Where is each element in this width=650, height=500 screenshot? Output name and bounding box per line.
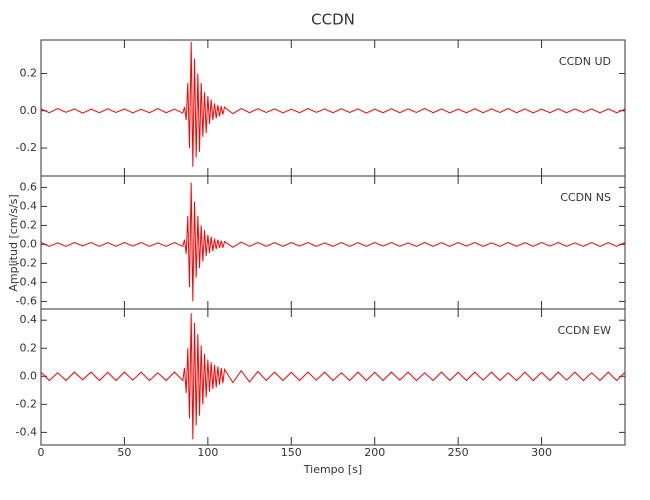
x-tick-label: 50 [117,446,131,459]
plot-frame [40,175,626,310]
plot-frame [40,308,626,446]
x-tick-label: 200 [364,446,385,459]
y-tick-label: 0.2 [20,218,38,231]
trace-line [40,313,626,440]
y-tick-label: -0.4 [16,425,37,438]
y-tick-label: 0.2 [20,67,38,80]
x-axis-label: Tiempo [s] [303,463,362,476]
y-tick-label: 0.0 [20,369,38,382]
y-tick-label: -0.2 [16,256,37,269]
y-tick-label: 0.4 [20,313,38,326]
panel-label: CCDN EW [558,324,612,337]
x-tick-label: 150 [281,446,302,459]
panel-label: CCDN UD [559,55,611,68]
y-tick-label: 0.6 [20,180,38,193]
x-tick-label: 300 [531,446,552,459]
y-tick-label: -0.2 [16,141,37,154]
x-tick-label: 250 [448,446,469,459]
trace-line [40,182,626,302]
x-tick-label: 0 [38,446,45,459]
y-tick-label: 0.0 [20,104,38,117]
y-tick-label: -0.2 [16,397,37,410]
y-tick-label: -0.6 [16,294,37,307]
y-tick-label: -0.4 [16,275,37,288]
trace-line [40,41,626,167]
y-tick-label: 0.0 [20,237,38,250]
panel-label: CCDN NS [560,191,611,204]
y-tick-label: 0.2 [20,341,38,354]
y-tick-label: 0.4 [20,199,38,212]
chart-title: CCDN [311,11,355,29]
plot-frame [40,39,626,177]
x-tick-label: 100 [197,446,218,459]
y-axis-label: Amplitud [cm/s/s] [7,194,20,291]
